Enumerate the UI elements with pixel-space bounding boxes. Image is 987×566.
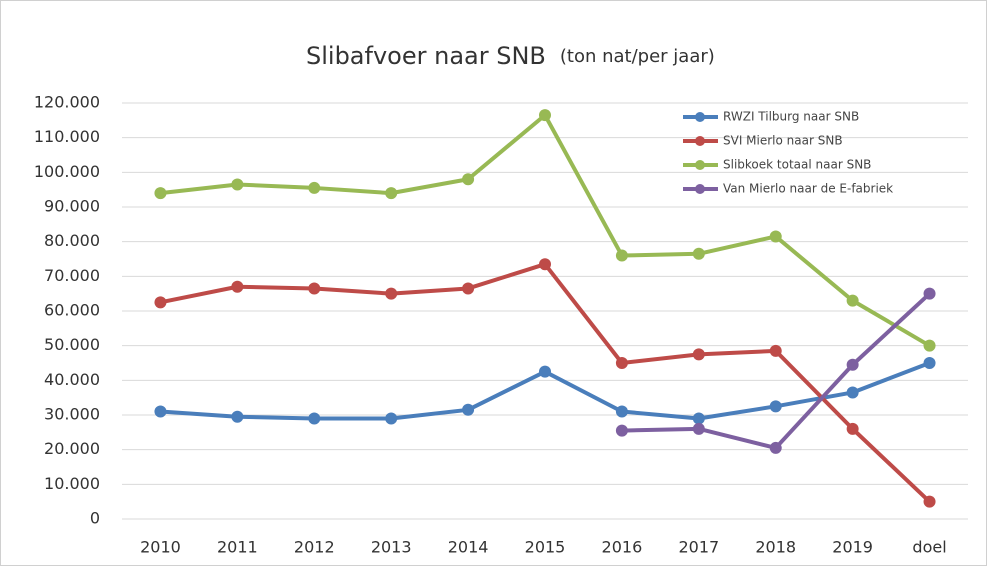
data-point [923, 287, 936, 300]
data-point [769, 344, 782, 357]
legend-label: RWZI Tilburg naar SNB [723, 110, 859, 124]
x-tick-label: 2014 [448, 538, 489, 557]
legend-marker [695, 160, 705, 170]
data-point [539, 109, 551, 122]
y-tick-label: 0 [90, 509, 100, 528]
data-point [539, 365, 551, 378]
y-tick-label: 50.000 [44, 335, 100, 354]
legend-label: Slibkoek totaal naar SNB [723, 158, 871, 172]
legend-marker [695, 184, 705, 194]
data-point [846, 422, 859, 435]
data-point [308, 181, 321, 194]
data-point [154, 187, 167, 200]
chart-title: Slibafvoer naar SNB (ton nat/per jaar) [306, 42, 715, 70]
data-point [231, 410, 244, 423]
y-tick-label: 100.000 [34, 162, 100, 181]
data-point [308, 282, 321, 295]
x-tick-label: doel [912, 538, 946, 557]
data-point [769, 230, 782, 243]
data-point [692, 247, 705, 260]
data-point [154, 405, 167, 418]
data-point [846, 358, 859, 371]
legend-marker [695, 136, 705, 146]
x-tick-label: 2011 [217, 538, 258, 557]
data-point [846, 294, 859, 307]
y-tick-label: 10.000 [44, 474, 100, 493]
y-tick-label: 70.000 [44, 266, 100, 285]
legend-marker [695, 112, 705, 122]
y-tick-label: 40.000 [44, 370, 100, 389]
y-tick-label: 120.000 [34, 93, 100, 112]
x-tick-label: 2019 [832, 538, 873, 557]
data-point [615, 357, 628, 369]
data-point [923, 495, 936, 508]
x-tick-label: 2018 [755, 538, 796, 557]
data-point [308, 412, 321, 425]
y-tick-label: 30.000 [44, 405, 100, 424]
data-point [692, 348, 705, 361]
x-tick-label: 2010 [140, 538, 181, 557]
data-point [231, 280, 244, 293]
data-point [539, 258, 551, 271]
data-point [769, 441, 782, 454]
data-point [846, 386, 859, 399]
y-tick-label: 20.000 [44, 439, 100, 458]
data-point [615, 249, 628, 262]
data-point [385, 187, 398, 200]
subtitle-text: (ton nat/per jaar) [560, 46, 715, 67]
y-tick-label: 80.000 [44, 231, 100, 250]
data-point [462, 282, 475, 295]
data-point [462, 173, 475, 186]
x-tick-label: 2012 [294, 538, 335, 557]
data-point [231, 178, 244, 191]
data-point [385, 412, 398, 425]
data-point [615, 405, 628, 418]
x-tick-label: 2016 [602, 538, 643, 557]
legend-label: Van Mierlo naar de E-fabriek [723, 182, 893, 196]
data-point [462, 403, 475, 416]
y-tick-label: 110.000 [34, 127, 100, 146]
data-point [923, 357, 936, 369]
y-tick-label: 90.000 [44, 197, 100, 216]
title-text: Slibafvoer naar SNB [306, 42, 546, 70]
data-point [769, 400, 782, 413]
x-tick-label: 2013 [371, 538, 412, 557]
x-tick-label: 2017 [678, 538, 719, 557]
data-point [692, 412, 705, 425]
data-point [692, 422, 705, 435]
data-point [615, 424, 628, 437]
data-point [385, 287, 398, 300]
x-tick-label: 2015 [525, 538, 566, 557]
y-tick-label: 60.000 [44, 301, 100, 320]
legend-label: SVI Mierlo naar SNB [723, 134, 843, 148]
data-point [154, 296, 167, 309]
data-point [923, 339, 936, 352]
